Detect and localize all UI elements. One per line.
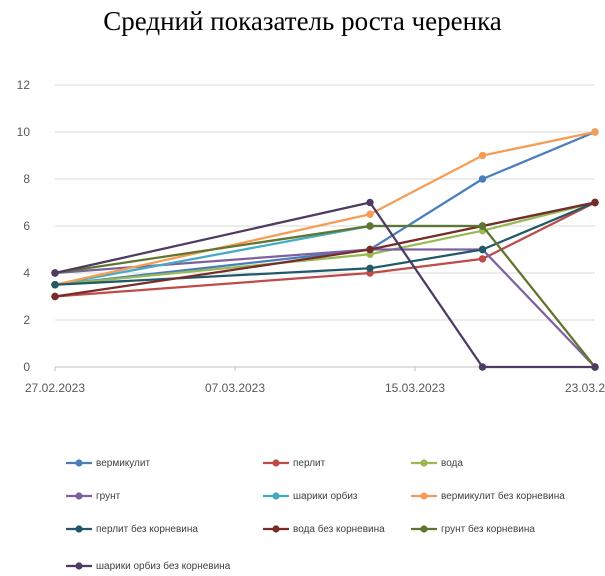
series-10 bbox=[51, 198, 599, 371]
series-line bbox=[54, 201, 596, 286]
data-point bbox=[366, 210, 374, 218]
legend-item: вода без корневина bbox=[262, 521, 385, 537]
legend-item: шарики орбиз bbox=[262, 488, 358, 504]
legend-swatch bbox=[411, 525, 437, 533]
data-point bbox=[478, 175, 487, 183]
legend-label: шарики орбиз bbox=[293, 490, 358, 502]
legend-swatch bbox=[263, 459, 289, 467]
legend-item: вермикулит без корневина bbox=[410, 488, 565, 504]
x-tick-label: 23.03.2023 bbox=[565, 381, 605, 395]
data-point bbox=[51, 281, 59, 289]
tick-labels: 0 2 4 6 8 10 12 27.02.2023 07.03.2023 15.03.2023 2… bbox=[17, 78, 605, 395]
legend-item: вермикулит bbox=[65, 455, 150, 471]
data-point bbox=[478, 245, 487, 254]
data-point bbox=[366, 198, 374, 207]
series-1 bbox=[51, 128, 599, 289]
legend-swatch bbox=[66, 459, 92, 467]
legend-label: грунт без корневина bbox=[441, 523, 535, 535]
series-line bbox=[54, 201, 596, 298]
series-line bbox=[54, 201, 596, 286]
data-point bbox=[591, 128, 599, 136]
x-tick-label: 15.03.2023 bbox=[385, 381, 445, 395]
x-tick-label: 07.03.2023 bbox=[205, 381, 265, 395]
y-tick-label: 2 bbox=[23, 313, 30, 327]
series-line bbox=[54, 224, 596, 368]
series-line bbox=[54, 201, 596, 298]
legend-swatch bbox=[66, 492, 92, 500]
legend-label: перлит без корневина bbox=[96, 523, 198, 535]
series-6 bbox=[51, 128, 599, 289]
legend-item: вода bbox=[410, 455, 463, 471]
data-point bbox=[478, 363, 487, 371]
legend-label: перлит bbox=[293, 457, 326, 469]
series-line bbox=[54, 130, 596, 286]
series-line bbox=[54, 201, 595, 369]
data-point bbox=[366, 245, 374, 254]
legend-label: вода без корневина bbox=[293, 523, 385, 535]
legend-swatch bbox=[263, 525, 289, 533]
chart-title: Средний показатель роста черенка bbox=[103, 6, 502, 36]
y-tick-label: 10 bbox=[17, 125, 31, 139]
series-9 bbox=[51, 222, 599, 371]
data-point bbox=[478, 255, 487, 263]
legend-swatch bbox=[411, 459, 437, 467]
series-lines bbox=[51, 128, 599, 371]
legend-label: грунт bbox=[96, 490, 121, 502]
legend-label: вода bbox=[441, 457, 463, 469]
data-point bbox=[51, 269, 59, 277]
data-point bbox=[366, 264, 374, 272]
data-point bbox=[478, 222, 487, 230]
gridlines bbox=[55, 84, 595, 321]
data-point bbox=[51, 292, 59, 301]
legend-item: перлит без корневина bbox=[65, 521, 198, 537]
y-tick-label: 8 bbox=[23, 172, 30, 186]
legend-swatch bbox=[66, 525, 92, 533]
series-4 bbox=[51, 245, 599, 371]
legend-label: шарики орбиз без корневина bbox=[96, 560, 231, 572]
y-tick-label: 4 bbox=[23, 266, 30, 280]
legend-item: грунт bbox=[65, 488, 120, 504]
legend-label: вермикулит без корневина bbox=[441, 490, 565, 502]
legend-item: шарики орбиз без корневина bbox=[65, 558, 230, 574]
y-tick-label: 12 bbox=[17, 78, 31, 92]
data-point bbox=[591, 363, 599, 371]
data-point bbox=[478, 151, 487, 160]
legend-item: грунт без корневина bbox=[410, 521, 535, 537]
y-tick-label: 6 bbox=[23, 219, 30, 233]
legend-label: вермикулит bbox=[96, 457, 151, 469]
legend-swatch bbox=[66, 562, 92, 570]
y-tick-label: 0 bbox=[23, 360, 30, 374]
data-point bbox=[591, 198, 599, 207]
x-tick-label: 27.02.2023 bbox=[25, 381, 85, 395]
data-point bbox=[366, 222, 374, 230]
legend-swatch bbox=[411, 492, 437, 500]
legend-swatch bbox=[263, 492, 289, 500]
legend-item: перлит bbox=[262, 455, 325, 471]
line-chart: 0 2 4 6 8 10 12 27.02.2023 07.03.2023 15.03.2023 2… bbox=[17, 78, 605, 395]
chart-legend: вермикулит перлит вода грунт шарики орбиз вер… bbox=[0, 450, 605, 576]
series-line bbox=[54, 248, 596, 368]
